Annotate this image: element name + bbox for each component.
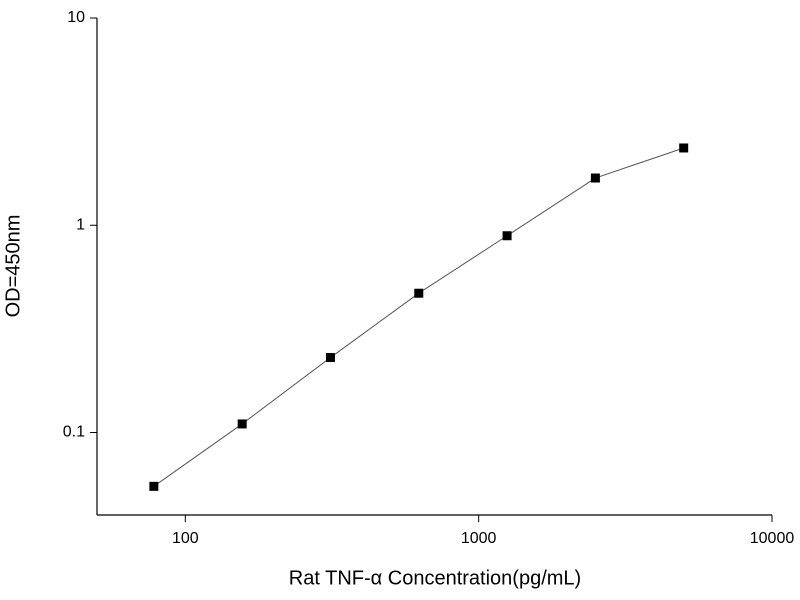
x-axis-label: Rat TNF-α Concentration(pg/mL) [289,567,581,589]
curve [153,147,684,487]
point [414,288,424,298]
point [237,419,247,429]
x-tick-label: 10000 [750,530,795,547]
point [502,231,512,241]
x-tick-label: 1000 [461,530,497,547]
y-tick-label: 0.1 [63,424,85,441]
y-axis-label: OD=450nm [2,215,24,318]
point [590,173,600,183]
point [679,143,689,153]
y-tick-label: 1 [76,216,85,233]
point [325,353,335,363]
x-tick-label: 100 [172,530,199,547]
point [149,481,159,491]
y-tick-label: 10 [67,9,85,26]
